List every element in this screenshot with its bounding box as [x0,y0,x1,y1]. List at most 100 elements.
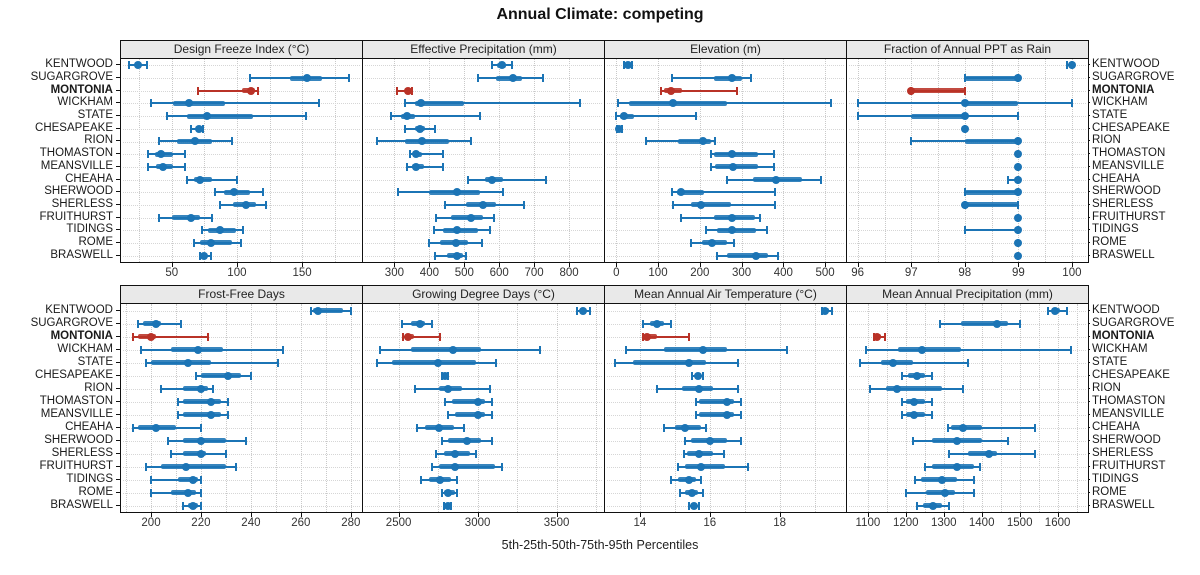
median-dot-sherless [196,449,205,458]
row-gridline [123,492,360,494]
row-tick [116,102,120,104]
whisker-cap-low-kentwood [1065,61,1068,70]
median-dot-sherwood [452,188,461,197]
row-gridline [607,179,844,181]
row-tick [116,439,120,441]
whisker-cap-low-sherwood [167,436,170,445]
axis-tick [783,263,785,267]
panel-header-frost-free-days: Frost-Free Days [121,286,362,304]
station-label-right-thomaston: THOMASTON [1092,394,1166,407]
row-gridline [849,243,1086,244]
whisker-cap-low-fruithurst [680,213,683,222]
row-gridline [123,336,360,338]
median-dot-wickham [698,345,707,354]
whisker-cap-low-state [615,112,618,121]
median-dot-montonia [404,332,413,341]
median-dot-rome [688,488,697,497]
v-gridline [225,304,227,512]
whisker-cap-low-chesapeake [691,371,694,380]
whisker-cap-high-kentwood [1066,306,1069,315]
v-gridline [825,59,827,262]
median-dot-thomaston [910,397,919,406]
row-gridline [365,128,602,130]
whisker-cap-low-thomaston [147,150,150,159]
row-tick [116,491,120,493]
x-axis-mean-annual-air-temperature-c: 14 16 18 [605,513,846,531]
median-dot-rome [444,488,453,497]
v-gridline [1071,59,1073,262]
whisker-line-state [390,115,480,118]
whisker-cap-low-chesapeake [901,371,904,380]
axis-tick-label: 200 [690,267,710,279]
whisker-cap-high-wickham [785,345,788,354]
whisker-line-montonia [403,335,440,338]
station-label-left-kentwood: KENTWOOD [45,58,113,71]
whisker-cap-high-sugargrove [1018,319,1021,328]
station-label-left-state: STATE [77,355,113,368]
median-dot-kentwood [821,306,830,315]
median-dot-thomaston [723,397,732,406]
iqr-bar-fruithurst [438,464,495,469]
row-tick [116,465,120,467]
whisker-cap-high-fruithurst [234,462,237,471]
v-gridline [981,304,983,512]
whisker-cap-low-rome [428,238,431,247]
whisker-cap-high-sugargrove [749,74,752,83]
median-dot-cheaha [434,423,443,432]
row-gridline [365,166,602,168]
median-dot-fruithurst [1014,213,1023,222]
median-dot-sugargrove [1014,74,1023,83]
whisker-cap-high-rion [212,384,215,393]
panel-effective-precipitation-mm: Effective Precipitation (mm) [362,40,605,263]
row-gridline [849,414,1086,416]
whisker-cap-low-sugargrove [400,319,403,328]
axis-tick [867,513,869,517]
row-tick [116,478,120,480]
whisker-line-cheaha [1007,178,1019,181]
whisker-cap-low-cheaha [132,423,135,432]
median-dot-cheaha [196,175,205,184]
iqr-bar-wickham [411,347,481,352]
whisker-cap-high-rion [230,137,233,146]
whisker-cap-high-rome [456,488,459,497]
row-tick [116,64,120,66]
whisker-line-montonia [133,335,209,338]
whisker-cap-high-rome [480,238,483,247]
v-gridline [1019,304,1021,512]
whisker-line-wickham [150,102,319,105]
whisker-cap-high-fruithurst [758,213,761,222]
station-label-right-thomaston: THOMASTON [1092,147,1166,160]
whisker-line-meansville [406,165,444,168]
whisker-cap-low-wickham [617,99,620,108]
whisker-cap-high-montonia [735,86,738,95]
iqr-bar-rome [200,240,232,246]
row-gridline [607,128,844,130]
iqr-bar-sherless [183,451,206,456]
station-label-left-sugargrove: SUGARGROVE [30,316,113,329]
whisker-cap-low-rome [441,488,444,497]
median-dot-montonia [403,86,412,95]
whisker-cap-high-thomaston [442,150,445,159]
v-gridline [269,59,271,262]
v-gridline [658,59,659,262]
whisker-cap-low-meansville [177,410,180,419]
whisker-cap-low-sherwood [441,436,444,445]
row-gridline [365,141,602,143]
median-dot-state [619,112,628,121]
row-gridline [365,255,602,257]
chart-title: Annual Climate: competing [496,6,704,23]
whisker-cap-low-meansville [147,162,150,171]
axis-tick-label: 800 [559,267,579,279]
v-gridline [250,304,252,512]
v-gridline [991,59,993,262]
plot-area-elevation-m [605,59,846,262]
v-gridline [429,59,431,262]
row-gridline [123,179,360,181]
median-dot-meansville [206,410,215,419]
row-gridline [123,388,360,390]
whisker-cap-high-sherwood [740,436,743,445]
row-gridline [849,65,1086,67]
whisker-cap-high-meansville [183,162,186,171]
whisker-cap-high-sherwood [773,188,776,197]
median-dot-tidings [453,226,462,235]
